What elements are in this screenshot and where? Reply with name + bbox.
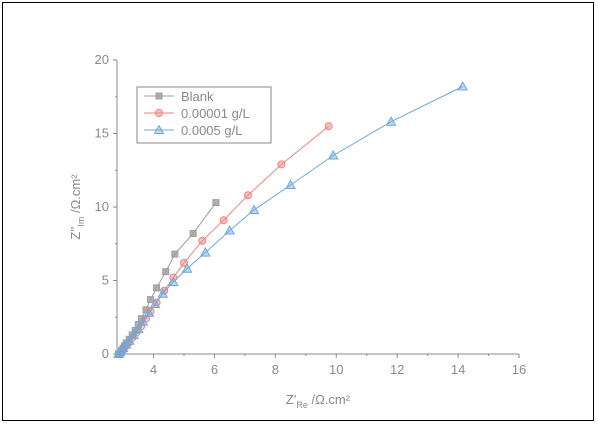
series-line xyxy=(118,86,463,355)
data-point xyxy=(189,229,197,237)
axes: 4 6 8 10 12 14 16 0 5 10 15 20 xyxy=(95,52,527,377)
data-point xyxy=(219,216,228,225)
legend-swatch-marker xyxy=(155,92,163,100)
y-tick-label: 0 xyxy=(102,346,109,361)
data-point xyxy=(224,225,236,235)
data-point xyxy=(157,288,169,298)
x-tick-label: 8 xyxy=(272,362,279,377)
x-tick-label: 16 xyxy=(512,362,526,377)
x-tick-label: 14 xyxy=(451,362,465,377)
data-point xyxy=(128,329,140,339)
series-line xyxy=(119,125,330,355)
data-point xyxy=(162,268,170,276)
legend-label: Blank xyxy=(181,89,214,104)
data-point xyxy=(180,258,188,267)
y-tick-label: 15 xyxy=(95,126,109,141)
data-point xyxy=(212,199,220,207)
legend-label: 0.00001 g/L xyxy=(181,106,250,121)
data-point xyxy=(385,116,397,126)
data-point xyxy=(285,179,296,189)
x-tick-label: 12 xyxy=(390,362,404,377)
legend: Blank 0.00001 g/L 0.0005 g/L xyxy=(136,86,272,144)
figure-frame xyxy=(2,2,594,421)
y-tick-label: 5 xyxy=(102,273,109,288)
data-point xyxy=(167,276,179,286)
y-axis-title: Z''Im /Ω.cm² xyxy=(68,174,86,240)
data-point xyxy=(277,160,286,169)
series-1 xyxy=(115,199,220,358)
series-2 xyxy=(116,122,333,358)
legend-label: 0.0005 g/L xyxy=(181,123,242,138)
data-point xyxy=(181,263,193,273)
data-point xyxy=(137,316,149,326)
data-point xyxy=(199,247,211,257)
data-point xyxy=(171,250,179,258)
data-point xyxy=(327,150,339,160)
legend-swatch-marker xyxy=(155,109,163,117)
data-point xyxy=(123,335,135,345)
y-tick-label: 10 xyxy=(95,199,109,214)
data-point xyxy=(132,323,144,334)
data-point xyxy=(149,298,161,309)
data-point xyxy=(143,307,155,317)
data-point xyxy=(153,284,161,292)
data-point xyxy=(248,204,260,214)
x-tick-label: 6 xyxy=(211,362,218,377)
series-layer xyxy=(113,80,469,358)
data-point xyxy=(457,80,469,91)
series-3 xyxy=(113,80,469,358)
data-point xyxy=(198,236,207,245)
y-tick-label: 20 xyxy=(95,52,109,67)
data-point xyxy=(324,122,333,131)
x-tick-label: 10 xyxy=(329,362,343,377)
x-axis-title: Z'Re /Ω.cm² xyxy=(286,392,351,410)
data-point xyxy=(147,296,154,304)
data-point xyxy=(243,191,252,200)
legend-swatch-marker xyxy=(153,124,165,134)
x-tick-label: 4 xyxy=(150,362,157,377)
